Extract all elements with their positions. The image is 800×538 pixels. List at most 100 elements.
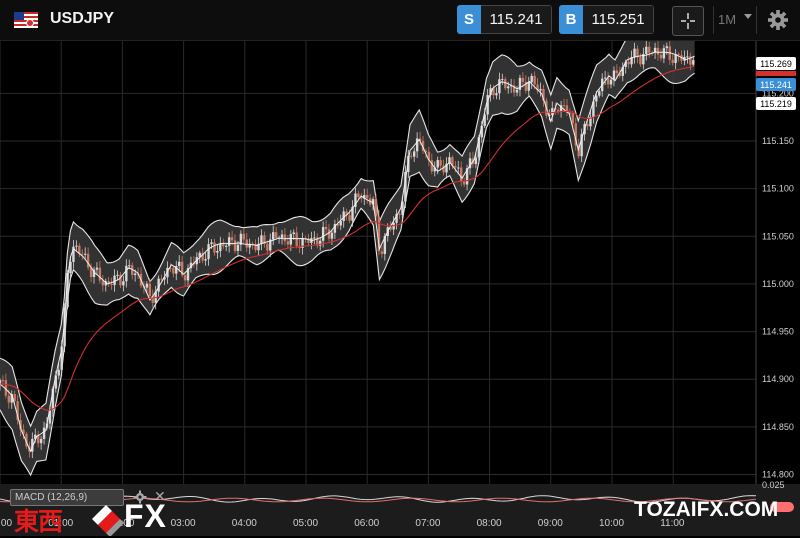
candle-body [398,213,401,215]
candle-body [1,380,5,382]
x-tick-label: 09:00 [537,518,563,529]
bollinger-upper [0,41,626,428]
candle-body [83,253,87,255]
candle-body [656,47,660,55]
x-tick-label: 04:00 [231,518,257,529]
crosshair-button[interactable] [672,6,704,36]
candle-body [316,237,319,246]
candle-body [98,267,102,281]
gear-icon[interactable] [133,490,147,504]
buy-letter: B [559,5,583,34]
candle-body [574,123,577,146]
candle-body [480,125,483,138]
candle-body [213,242,216,253]
candle-body [486,95,489,115]
candle-body [245,239,248,248]
candle-body [536,84,539,91]
candle-body [60,346,63,370]
candle-body [427,151,431,161]
buy-price: 115.251 [583,5,654,34]
close-icon[interactable]: ✕ [154,488,166,504]
candle-body [366,195,369,199]
x-tick-label: 11:00 [660,518,685,529]
x-tick-label: 00:00 [0,518,13,529]
candle-body [36,434,40,444]
candle-body [421,140,425,151]
macd-indicator-label[interactable]: MACD (12,26,9) [10,489,124,506]
ma-white [0,51,695,453]
x-tick-label: 03:00 [170,518,196,529]
candle-body [377,216,381,252]
x-tick-label: 05:00 [293,518,319,529]
candle-body [230,237,234,241]
price-tag-high: 115.269 [756,57,796,70]
candle-body [107,281,110,285]
candle-body [418,138,422,141]
candle-body [457,167,460,169]
candle-body [7,395,11,403]
candle-body [160,278,163,280]
candle-body [22,429,25,434]
timeframe-selector[interactable]: 1M [718,12,737,27]
candle-body [42,427,46,439]
x-tick-label: 08:00 [476,518,502,529]
macd-pane[interactable] [0,484,800,536]
candle-body [327,229,331,239]
candle-body [677,54,680,56]
candle-body [430,160,434,172]
candle-body [442,165,445,173]
candle-body [177,261,181,267]
sell-button[interactable]: S 115.241 [457,5,552,34]
candle-body [78,245,81,254]
candle-body [151,295,154,303]
candle-body [269,239,272,251]
candle-body [0,380,2,384]
candle-body [295,232,298,246]
candle-body [533,75,536,85]
candle-body [201,252,204,261]
candle-body [239,233,243,245]
candle-body [615,70,619,74]
candle-body [72,246,75,262]
watermark-fx: FX [124,498,167,534]
candle-body [609,79,613,85]
candle-body [383,236,387,254]
candle-body [4,380,8,396]
candle-body [539,88,542,91]
candle-body [128,265,131,267]
candle-body [603,77,607,79]
candle-body [653,47,657,53]
candle-body [89,267,93,277]
candle-body [189,262,193,269]
candle-body [483,114,486,126]
candle-body [374,199,378,217]
buy-button[interactable]: B 115.251 [559,5,654,34]
candle-body [116,274,119,276]
candle-body [371,199,375,205]
candle-body [163,277,166,280]
candle-body [477,137,481,158]
candle-body [110,284,113,286]
candle-body [659,54,663,59]
chevron-down-icon[interactable] [744,14,752,19]
candle-body [130,265,134,275]
candle-body [612,70,616,80]
macd-line-chart [0,495,757,503]
candle-body [157,278,160,292]
candle-body [271,232,275,240]
candle-body [313,237,316,239]
candle-body [172,268,175,274]
candle-body [51,388,55,411]
candle-body [69,261,72,273]
candle-body [404,172,407,202]
candle-body [183,275,187,281]
gear-icon[interactable] [760,7,796,33]
candle-body [509,85,513,87]
candle-body [286,241,290,245]
symbol-title[interactable]: USDJPY [50,10,115,27]
y-tick-label: 114.900 [762,374,794,384]
candle-body [354,193,357,207]
price-chart[interactable]: 115.200 115.150 115.100 115.050 115.000 114.9… [0,41,800,484]
candle-body [474,157,478,165]
x-tick-label: 07:00 [415,518,441,529]
